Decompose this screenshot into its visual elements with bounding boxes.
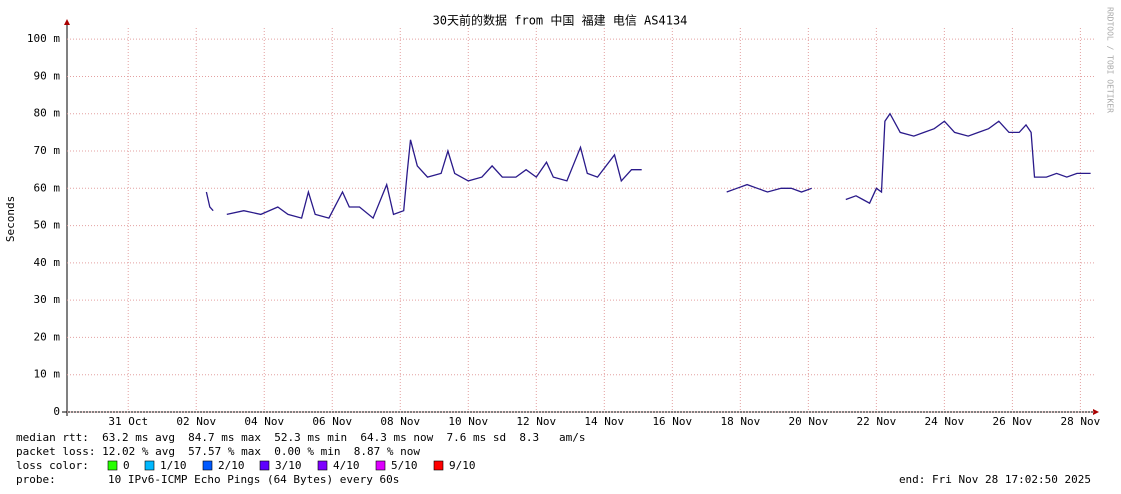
x-tick-label: 18 Nov xyxy=(720,415,760,428)
legend-swatch xyxy=(317,460,328,471)
watermark: RRDTOOL / TOBI OETIKER xyxy=(1106,7,1115,113)
y-tick-label: 50 m xyxy=(34,219,61,232)
legend-entry: 1/10 xyxy=(160,459,187,472)
end-time: end: Fri Nov 28 17:02:50 2025 xyxy=(899,473,1091,486)
x-tick-label: 28 Nov xyxy=(1061,415,1101,428)
legend-swatch xyxy=(202,460,213,471)
legend-swatch xyxy=(144,460,155,471)
y-tick-label: 40 m xyxy=(34,256,61,269)
x-tick-label: 31 Oct xyxy=(108,415,148,428)
legend-label: loss color: xyxy=(16,459,89,472)
stats-line: median rtt: 63.2 ms avg 84.7 ms max 52.3… xyxy=(16,431,586,444)
legend-swatch xyxy=(375,460,386,471)
x-tick-label: 16 Nov xyxy=(652,415,692,428)
axis-arrow xyxy=(64,19,70,25)
y-tick-label: 70 m xyxy=(34,144,61,157)
legend-entry: 9/10 xyxy=(449,459,476,472)
legend-swatch xyxy=(259,460,270,471)
legend-swatch xyxy=(433,460,444,471)
chart-title: 30天前的数据 from 中国 福建 电信 AS4134 xyxy=(433,13,688,28)
x-tick-label: 14 Nov xyxy=(584,415,624,428)
x-tick-label: 12 Nov xyxy=(516,415,556,428)
data-line xyxy=(205,112,1091,220)
legend-entry: 4/10 xyxy=(333,459,360,472)
y-tick-label: 10 m xyxy=(34,368,61,381)
y-axis-label: Seconds xyxy=(4,196,17,242)
x-tick-label: 04 Nov xyxy=(244,415,284,428)
x-tick-label: 10 Nov xyxy=(448,415,488,428)
x-tick-label: 24 Nov xyxy=(924,415,964,428)
legend-entry: 3/10 xyxy=(275,459,302,472)
y-tick-label: 60 m xyxy=(34,181,61,194)
probe-label: probe: xyxy=(16,473,56,486)
x-tick-label: 20 Nov xyxy=(788,415,828,428)
x-tick-label: 26 Nov xyxy=(993,415,1033,428)
legend-entry: 0 xyxy=(123,459,130,472)
y-tick-label: 20 m xyxy=(34,330,61,343)
x-tick-label: 02 Nov xyxy=(176,415,216,428)
axis-arrow xyxy=(1093,409,1099,415)
legend-entry: 5/10 xyxy=(391,459,418,472)
y-tick-label: 0 xyxy=(53,405,60,418)
legend-swatch xyxy=(107,460,118,471)
x-tick-label: 22 Nov xyxy=(856,415,896,428)
x-tick-label: 08 Nov xyxy=(380,415,420,428)
y-tick-label: 30 m xyxy=(34,293,61,306)
y-tick-label: 90 m xyxy=(34,69,61,82)
x-tick-label: 06 Nov xyxy=(312,415,352,428)
legend-entry: 2/10 xyxy=(218,459,245,472)
probe-text: 10 IPv6-ICMP Echo Pings (64 Bytes) every… xyxy=(108,473,399,486)
stats-line: packet loss: 12.02 % avg 57.57 % max 0.0… xyxy=(16,445,420,458)
y-tick-label: 100 m xyxy=(27,32,60,45)
y-tick-label: 80 m xyxy=(34,107,61,120)
